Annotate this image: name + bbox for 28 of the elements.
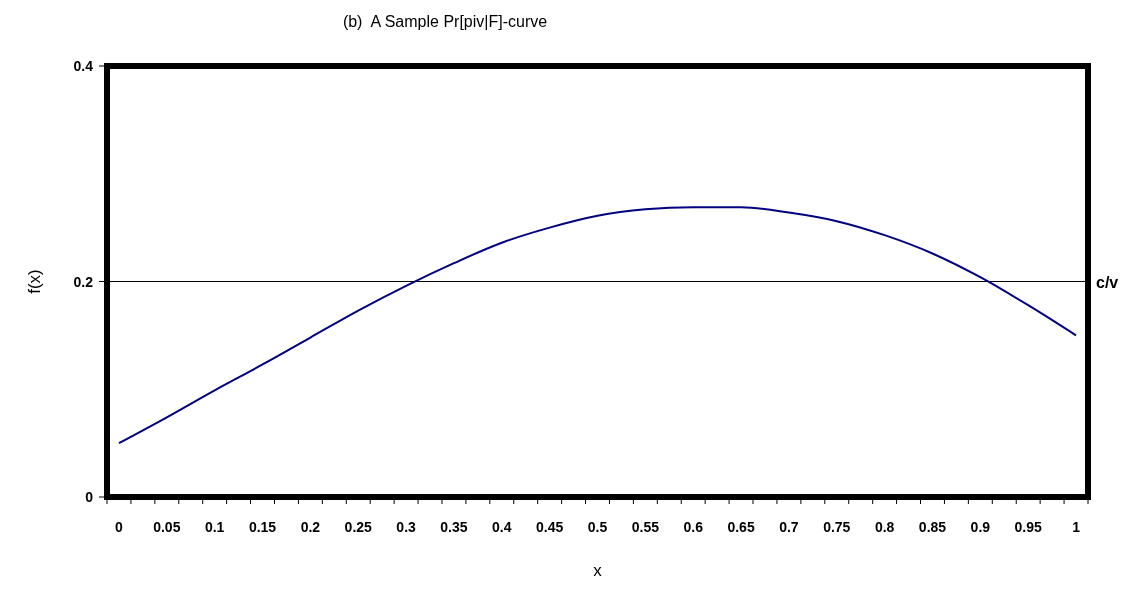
x-tick-label: 1 bbox=[1072, 519, 1081, 535]
y-axis-title: f(x) bbox=[25, 269, 44, 294]
x-tick-label: 0.7 bbox=[779, 519, 799, 535]
x-tick-label: 0.6 bbox=[683, 519, 704, 535]
x-tick-label: 0.15 bbox=[248, 519, 277, 535]
x-tick-label: 0.35 bbox=[440, 519, 468, 535]
y-tick-label: 0.2 bbox=[73, 273, 94, 290]
x-tick-label: 0.3 bbox=[396, 519, 417, 535]
y-tick-label: 0.4 bbox=[73, 58, 94, 74]
x-tick-label: 0.5 bbox=[587, 519, 608, 535]
y-tick-label: 0 bbox=[85, 489, 94, 505]
x-tick-label: 0.85 bbox=[918, 519, 947, 535]
x-tick-label: 0.25 bbox=[344, 519, 373, 535]
x-tick-label: 0.95 bbox=[1014, 519, 1043, 535]
ref-line-label: c/v bbox=[1096, 273, 1119, 291]
x-tick-label: 0.75 bbox=[823, 519, 851, 535]
x-tick-label: 0.2 bbox=[300, 519, 321, 535]
x-tick-label: 0.45 bbox=[536, 519, 564, 535]
x-tick-label: 0.05 bbox=[153, 519, 181, 535]
x-tick-label: 0.65 bbox=[727, 519, 755, 535]
x-tick-label: 0 bbox=[115, 519, 124, 535]
x-tick-label: 0.8 bbox=[874, 519, 895, 535]
x-tick-label: 0.1 bbox=[204, 519, 225, 535]
x-axis-title: x bbox=[593, 561, 603, 580]
x-tick-label: 0.55 bbox=[631, 519, 660, 535]
chart-title: (b) A Sample Pr[piv|F]-curve bbox=[342, 13, 548, 30]
x-tick-label: 0.4 bbox=[492, 519, 512, 535]
x-tick-label: 0.9 bbox=[970, 519, 991, 535]
